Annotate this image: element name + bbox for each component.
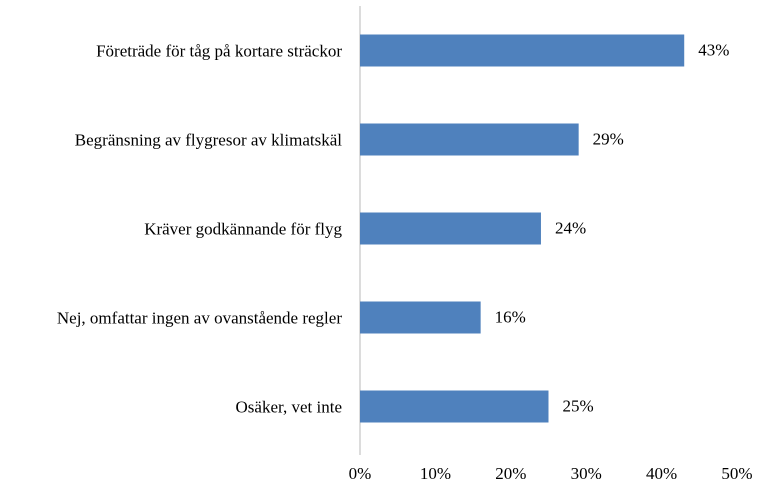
y-tick-label: Begränsning av flygresor av klimatskäl <box>0 129 342 150</box>
value-label: 24% <box>555 218 586 237</box>
y-tick-label: Kräver godkännande för flyg <box>0 218 342 239</box>
bar <box>360 34 685 67</box>
category-text: Begränsning av flygresor av klimatskäl <box>74 130 342 149</box>
value-label: 29% <box>593 129 624 148</box>
bar <box>360 301 481 334</box>
x-tick-label: 10% <box>420 464 451 483</box>
y-tick-label: Nej, omfattar ingen av ovanstående regle… <box>0 307 342 328</box>
category-text: Nej, omfattar ingen av ovanstående regle… <box>56 308 342 327</box>
y-tick-label: Företräde för tåg på kortare sträckor <box>0 40 342 61</box>
x-tick-label: 40% <box>646 464 677 483</box>
category-text: Osäker, vet inte <box>235 397 342 416</box>
value-label: 43% <box>698 40 729 59</box>
x-tick-label: 50% <box>721 464 752 483</box>
value-label: 25% <box>563 396 594 415</box>
category-text: Kräver godkännande för flyg <box>144 219 342 238</box>
y-tick-label: Osäker, vet inte <box>0 396 342 417</box>
category-text: Företräde för tåg på kortare sträckor <box>96 41 342 60</box>
bar <box>360 123 579 156</box>
x-tick-label: 0% <box>349 464 372 483</box>
bar <box>360 212 541 245</box>
x-tick-label: 30% <box>571 464 602 483</box>
value-label: 16% <box>495 307 526 326</box>
bar <box>360 390 549 423</box>
x-tick-label: 20% <box>495 464 526 483</box>
